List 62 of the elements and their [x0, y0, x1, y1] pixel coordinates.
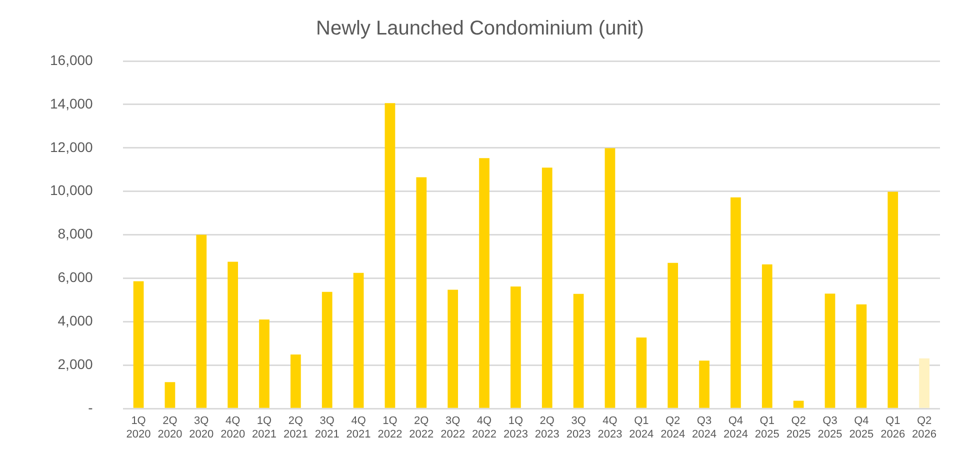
- x-tick-label: Q2 2025: [786, 415, 811, 440]
- bar: [699, 360, 710, 408]
- x-tick-label: 4Q 2021: [346, 415, 371, 440]
- x-tick-label: Q2 2026: [912, 415, 937, 440]
- bar: [573, 294, 584, 408]
- bar: [730, 197, 741, 408]
- chart-title: Newly Launched Condominium (unit): [316, 18, 644, 40]
- bar: [762, 264, 772, 408]
- x-tick-label: Q4 2024: [723, 415, 748, 440]
- y-tick-label: 12,000: [50, 138, 94, 155]
- bar: [416, 177, 427, 408]
- x-tick-label: 3Q 2022: [440, 415, 466, 440]
- y-tick-label: 14,000: [50, 95, 94, 112]
- x-tick-label: 2Q 2023: [534, 415, 560, 440]
- bar: [290, 354, 301, 408]
- bar: [888, 192, 898, 408]
- bar: [133, 281, 144, 408]
- x-tick-label: 3Q 2021: [314, 415, 340, 440]
- x-tick-label: Q1 2024: [629, 415, 654, 440]
- bar: [479, 158, 490, 408]
- x-tick-label: 1Q 2022: [378, 415, 402, 440]
- bar: [604, 148, 616, 408]
- x-tick-label: 4Q 2023: [598, 415, 622, 440]
- x-tick-label: Q3 2025: [818, 415, 842, 440]
- bar: [668, 262, 678, 408]
- bar: [919, 358, 930, 408]
- x-tick-label: 1Q 2021: [252, 415, 276, 440]
- bar: [228, 262, 238, 408]
- bar: [322, 292, 332, 408]
- bar: [448, 290, 458, 408]
- bar: [164, 382, 176, 408]
- x-tick-label: 3Q 2023: [566, 415, 591, 440]
- y-tick-label: -: [88, 399, 94, 416]
- x-tick-label: 3Q 2020: [189, 415, 214, 440]
- x-tick-label: 1Q 2023: [503, 415, 528, 440]
- x-tick-label: 2Q 2022: [409, 415, 434, 440]
- bar: [856, 304, 867, 408]
- x-tick-label: 4Q 2020: [220, 415, 246, 440]
- bar: [196, 234, 207, 408]
- x-tick-label: Q1 2025: [754, 415, 780, 440]
- x-tick-label: 2Q 2020: [158, 415, 182, 440]
- bar: [259, 320, 270, 408]
- x-tick-label: Q4 2025: [849, 415, 874, 440]
- x-tick-label: Q1 2026: [880, 415, 906, 440]
- bar: [824, 294, 836, 408]
- x-tick-label: 2Q 2021: [283, 415, 308, 440]
- bar: [510, 286, 521, 408]
- x-tick-label: 1Q 2020: [126, 415, 151, 440]
- y-tick-label: 6,000: [58, 269, 94, 286]
- x-tick-label: Q3 2024: [692, 415, 717, 440]
- bar: [542, 168, 552, 408]
- bar: [353, 272, 364, 408]
- x-tick-label: 4Q 2022: [472, 415, 497, 440]
- bar: [384, 103, 396, 408]
- y-tick-label: 2,000: [58, 356, 94, 372]
- y-tick-label: 8,000: [58, 226, 94, 242]
- y-tick-label: 10,000: [50, 182, 94, 198]
- bar: [793, 400, 804, 408]
- x-tick-label: Q2 2024: [660, 415, 686, 440]
- y-tick-label: 16,000: [50, 52, 94, 68]
- bar: [636, 338, 647, 408]
- y-tick-label: 4,000: [58, 312, 94, 329]
